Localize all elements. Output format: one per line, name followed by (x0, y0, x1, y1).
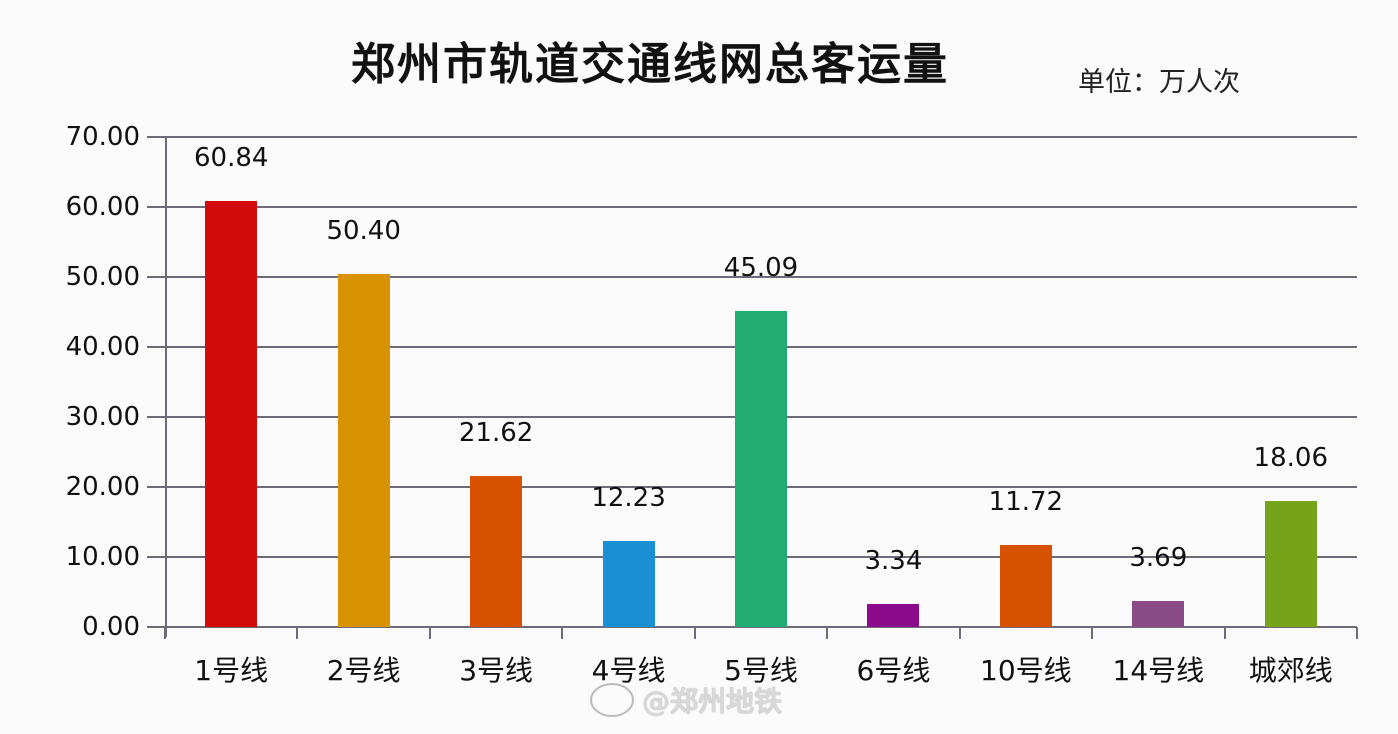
bar-value-label: 21.62 (458, 417, 534, 448)
gridline (147, 276, 1357, 278)
x-tick-mark (1356, 627, 1358, 639)
bar-3 (470, 475, 523, 627)
bar-7 (999, 544, 1052, 627)
x-category-label: 2号线 (326, 654, 401, 687)
weibo-icon (590, 683, 634, 717)
x-category-label: 6号线 (856, 654, 931, 687)
x-category-label: 1号线 (194, 654, 269, 687)
watermark-text: @郑州地铁 (642, 685, 783, 718)
plot-area: 0.00 10.00 20.00 30.00 40.00 50.00 60.00 70.00 6… (66, 122, 1358, 687)
chart-title: 郑州市轨道交通线网总客运量 (351, 39, 949, 90)
bar-9 (1264, 500, 1317, 627)
x-category-label: 5号线 (724, 654, 798, 687)
x-tick-mark (428, 627, 431, 639)
bar-8 (1132, 601, 1185, 627)
x-tick-mark (1223, 627, 1226, 639)
x-tick-mark (1091, 627, 1094, 639)
bar-4 (602, 541, 655, 627)
bar-6 (867, 603, 920, 627)
y-tick-label: 40.00 (65, 332, 140, 362)
x-tick-mark (693, 627, 696, 639)
y-tick-label: 20.00 (65, 472, 140, 502)
x-tick-mark (296, 627, 299, 639)
x-tick-mark (561, 627, 564, 639)
y-tick-label: 70.00 (65, 122, 140, 152)
x-category-label: 4号线 (591, 654, 666, 687)
bar-5 (735, 311, 787, 627)
x-tick-mark (958, 627, 961, 639)
x-category-label: 10号线 (980, 654, 1072, 687)
gridline (147, 206, 1357, 208)
unit-label: 单位：万人次 (1078, 67, 1240, 98)
x-category-label: 城郊线 (1248, 654, 1333, 687)
bar-value-label: 18.06 (1253, 442, 1328, 473)
gridline (147, 626, 1357, 628)
y-tick-label: 30.00 (65, 402, 140, 432)
x-tick-mark (826, 627, 829, 639)
bar-1 (205, 201, 258, 627)
x-category-label: 14号线 (1112, 654, 1205, 687)
bar-value-label: 50.40 (326, 216, 401, 247)
watermark: @郑州地铁 (590, 680, 782, 720)
bar-value-label: 11.72 (988, 486, 1064, 517)
bar-2 (337, 274, 390, 627)
y-tick-label: 10.00 (65, 542, 140, 572)
bar-value-label: 12.23 (591, 483, 666, 514)
bar-value-label: 60.84 (194, 143, 269, 174)
bar-value-label: 45.09 (723, 253, 799, 284)
x-category-label: 3号线 (459, 654, 534, 687)
y-tick-label: 60.00 (65, 192, 140, 222)
y-axis (165, 137, 167, 637)
x-tick-mark (164, 627, 166, 639)
bar-value-label: 3.34 (864, 545, 923, 576)
y-tick-label: 50.00 (65, 262, 140, 292)
y-tick-label: 0.00 (82, 612, 140, 642)
bar-value-label: 3.69 (1129, 543, 1188, 574)
gridline (147, 136, 1357, 138)
